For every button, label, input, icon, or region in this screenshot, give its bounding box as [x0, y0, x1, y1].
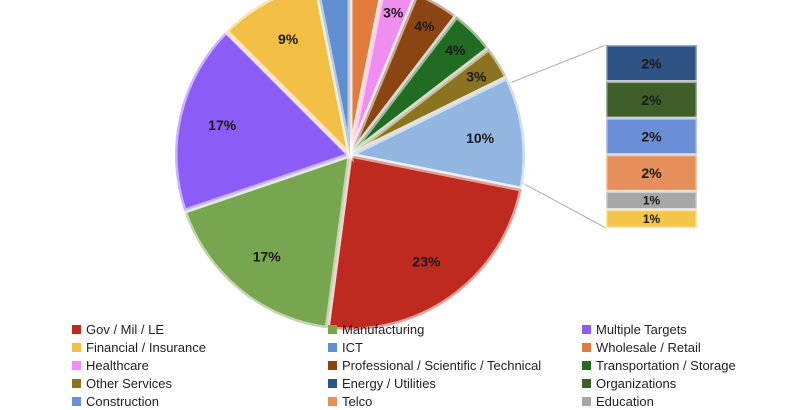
pie-chart: 3%4%4%3%10%23%17%17%9% 2%2%2%2%1%1%	[172, 0, 699, 333]
breakdown-connectors	[509, 44, 607, 229]
legend-label: Organizations	[596, 375, 677, 391]
legend-swatch	[328, 378, 337, 388]
legend-item-wholesale-retail: Wholesale / Retail	[582, 338, 701, 356]
pie-slice-financial-insurance	[222, 0, 355, 163]
breakdown-label-organizations: 2%	[641, 92, 662, 108]
legend-item-telco: Telco	[328, 392, 372, 410]
breakdown-segment-construction	[604, 116, 699, 157]
pie-slice-healthcare	[347, 0, 417, 156]
legend-swatch	[582, 324, 591, 334]
legend-item-other-services: Other Services	[72, 374, 172, 392]
breakdown-label-construction: 2%	[641, 129, 662, 145]
legend-item-manufacturing: Manufacturing	[328, 320, 424, 338]
legend-label: Financial / Insurance	[86, 339, 206, 355]
legend-item-construction: Construction	[72, 392, 159, 410]
legend-label: Telco	[342, 393, 373, 409]
connector-bottom	[522, 182, 607, 229]
legend-label: Healthcare	[86, 357, 149, 373]
legend-swatch	[328, 324, 337, 334]
legend-swatch	[582, 396, 591, 406]
legend-item-ict: ICT	[328, 338, 363, 356]
connector-top	[509, 44, 607, 84]
pie-slice-gov-mil-le	[324, 152, 525, 333]
legend-swatch	[72, 360, 81, 370]
pie-label-transportation-storage: 4%	[445, 42, 466, 58]
legend-label: Wholesale / Retail	[596, 339, 701, 355]
pie-label-others-combined: 10%	[466, 130, 495, 146]
pie-label-other-services: 3%	[466, 68, 487, 84]
legend-item-gov-mil-le: Gov / Mil / LE	[72, 320, 164, 338]
legend-swatch	[582, 378, 591, 388]
pie-label-multiple-targets: 17%	[208, 117, 237, 133]
legend-label: Energy / Utilities	[342, 375, 436, 391]
legend-swatch	[328, 360, 337, 370]
legend-item-energy-utilities: Energy / Utilities	[328, 374, 436, 392]
pie-labels: 3%4%4%3%10%23%17%17%9%	[208, 5, 495, 270]
breakdown-label-telco: 2%	[641, 165, 662, 181]
legend-swatch	[582, 342, 591, 352]
pie-label-gov-mil-le: 23%	[412, 254, 441, 270]
breakdown-segment-telco	[604, 153, 699, 193]
legend-item-transportation-storage: Transportation / Storage	[582, 356, 736, 374]
breakdown-label-education: 1%	[643, 194, 661, 208]
legend-label: ICT	[342, 339, 363, 355]
legend-label: Construction	[86, 393, 159, 409]
legend-label: Education	[596, 393, 654, 409]
legend-swatch	[72, 378, 81, 388]
pie-label-healthcare: 3%	[383, 5, 404, 21]
breakdown-bar: 2% 2% 2% 2% 1% 1%	[604, 43, 699, 230]
legend-label: Manufacturing	[342, 321, 425, 337]
legend-swatch	[328, 396, 337, 406]
legend-item-healthcare: Healthcare	[72, 356, 149, 374]
legend-swatch	[72, 396, 81, 406]
breakdown-segment-slice	[604, 208, 699, 230]
pie-slice-wholesale-retail	[347, 0, 384, 156]
legend-label: Transportation / Storage	[596, 357, 736, 373]
legend-swatch	[582, 360, 591, 370]
legend-item-education: Education	[582, 392, 654, 410]
legend-label: Professional / Scientific / Technical	[342, 357, 542, 373]
legend-item-multiple-targets: Multiple Targets	[582, 320, 687, 338]
legend-item-organizations: Organizations	[582, 374, 676, 392]
legend-item-professional-scientific-technical: Professional / Scientific / Technical	[328, 356, 541, 374]
pie-label-financial-insurance: 9%	[278, 31, 299, 47]
legend-swatch	[72, 342, 81, 352]
legend-swatch	[328, 342, 337, 352]
pie-slice-multiple-targets	[172, 27, 355, 215]
legend-label: Multiple Targets	[596, 321, 687, 337]
pie-label-manufacturing: 17%	[253, 248, 282, 264]
pie-slice-ict	[316, 0, 353, 156]
legend-label: Other Services	[86, 375, 172, 391]
legend-item-financial-insurance: Financial / Insurance	[72, 338, 206, 356]
breakdown-label-energy-utilities: 2%	[641, 55, 662, 71]
breakdown-label-slice: 1%	[643, 212, 661, 226]
legend-label: Gov / Mil / LE	[86, 321, 165, 337]
legend-swatch	[72, 324, 81, 334]
pie-label-professional-scientific-technical: 4%	[414, 18, 435, 34]
pie-slices	[172, 0, 528, 333]
